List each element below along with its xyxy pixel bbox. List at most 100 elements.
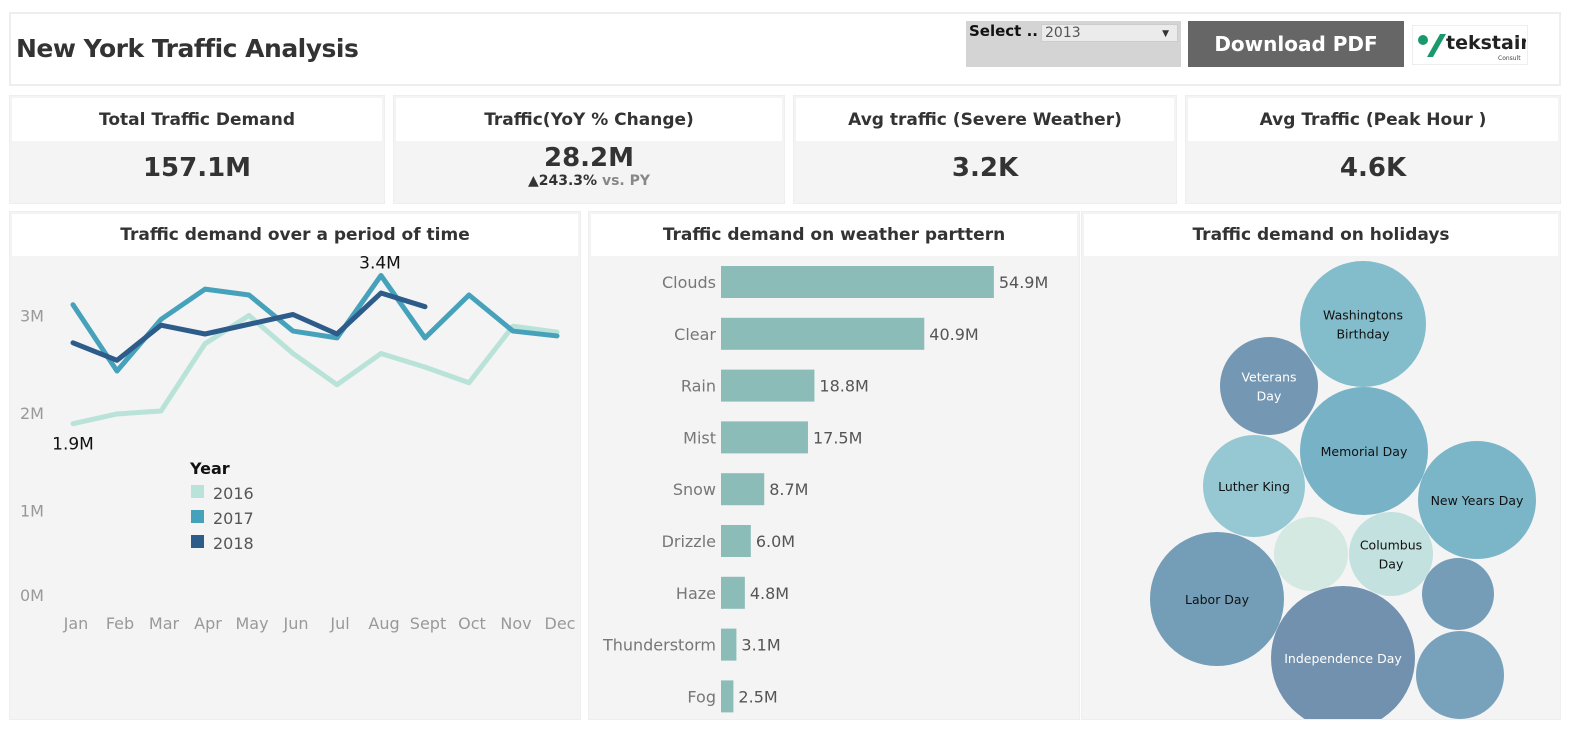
bar-drizzle <box>721 525 751 557</box>
category-label: Drizzle <box>662 532 716 551</box>
x-tick-label: Sept <box>410 614 446 633</box>
x-tick-label: May <box>235 614 268 633</box>
kpi-peak-hour: Avg Traffic (Peak Hour ) 4.6K <box>1185 95 1561 204</box>
bubble-columbus-day <box>1349 512 1433 596</box>
bubble-chart-panel: Traffic demand on holidays Washingtons Bi… <box>1081 211 1561 720</box>
category-label: Thunderstorm <box>602 636 716 655</box>
bar-mist <box>721 421 808 454</box>
bar-snow <box>721 473 765 506</box>
bubble-label: Day <box>1257 389 1282 404</box>
kpi-change-value: ▲243.3% <box>527 173 598 189</box>
line-chart: 0M 1M 2M 3M Jan Feb Mar Apr May Jun Jul Aug Sept Oct N… <box>20 254 576 634</box>
line-chart-panel: Traffic demand over a period of time 0M 1… <box>9 211 581 720</box>
download-pdf-button[interactable]: Download PDF <box>1188 21 1404 67</box>
bubble-label: New Years Day <box>1431 493 1524 508</box>
x-tick-label: Jun <box>283 614 309 633</box>
bar-chart: Clouds 54.9M Clear 40.9M Rain 18.8M Mist 17.5M S… <box>602 266 1048 713</box>
kpi-value: 4.6K <box>1339 153 1407 183</box>
bubble-labor-day <box>1150 532 1284 666</box>
y-tick-label: 0M <box>20 586 44 605</box>
legend-label: 2016 <box>213 484 254 503</box>
x-tick-label: Aug <box>368 614 399 633</box>
y-tick-label: 1M <box>20 502 44 521</box>
year-select[interactable]: 2013 ▼ <box>1041 24 1178 42</box>
data-label: 6.0M <box>756 532 795 551</box>
chart-title: Traffic demand over a period of time <box>12 214 578 256</box>
bubble-washingtons-birthday <box>1300 261 1426 387</box>
legend-swatch <box>191 535 204 548</box>
kpi-severe-weather: Avg traffic (Severe Weather) 3.2K <box>793 95 1177 204</box>
kpi-label: Avg traffic (Severe Weather) <box>796 98 1174 141</box>
bar-chart-panel: Traffic demand on weather parttern Cloud… <box>588 211 1080 720</box>
bubble-label: Birthday <box>1336 327 1390 342</box>
bubble-label: Labor Day <box>1185 592 1250 607</box>
bubble-unlabeled <box>1416 631 1504 719</box>
data-label: 54.9M <box>999 273 1048 292</box>
bubble-label: Luther King <box>1218 479 1290 494</box>
bar-rain <box>721 369 815 402</box>
legend-label: 2017 <box>213 509 254 528</box>
bubble-memorial-day <box>1300 387 1428 515</box>
kpi-value: 157.1M <box>142 153 252 183</box>
data-label: 3.1M <box>741 636 780 655</box>
kpi-label: Total Traffic Demand <box>12 98 382 141</box>
bubble-label: Veterans <box>1241 370 1296 385</box>
tekstain-logo-icon: tekstain Consult <box>1418 32 1526 62</box>
bubble-unlabeled <box>1274 517 1348 591</box>
kpi-value: 28.2M <box>543 143 635 173</box>
bubble-unlabeled <box>1422 558 1494 630</box>
kpi-label: Avg Traffic (Peak Hour ) <box>1188 98 1558 141</box>
bubble-veterans-day <box>1220 337 1318 435</box>
bubble-luther-king <box>1203 435 1305 537</box>
x-tick-label: Apr <box>194 614 222 633</box>
data-label: 4.8M <box>750 584 789 603</box>
page-title: New York Traffic Analysis <box>16 34 359 63</box>
chart-title: Traffic demand on holidays <box>1084 214 1558 256</box>
bubble-independence-day <box>1271 586 1415 719</box>
category-label: Snow <box>673 480 716 499</box>
x-tick-label: Oct <box>458 614 486 633</box>
logo: tekstain Consult <box>1412 25 1528 65</box>
data-label: 40.9M <box>929 325 978 344</box>
data-label: 3.4M <box>359 254 401 274</box>
category-label: Haze <box>676 584 716 603</box>
legend-title: Year <box>189 459 230 478</box>
category-label: Clear <box>674 325 716 344</box>
bar-clouds <box>721 266 994 298</box>
kpi-total-traffic: Total Traffic Demand 157.1M <box>9 95 385 204</box>
category-label: Clouds <box>662 273 716 292</box>
y-tick-label: 3M <box>20 307 44 326</box>
bubble-label: Day <box>1379 557 1404 572</box>
series-line-2016 <box>70 312 560 427</box>
bubble-new-years-day <box>1418 441 1536 559</box>
svg-text:Consult: Consult <box>1498 55 1521 62</box>
kpi-value: 3.2K <box>951 153 1019 183</box>
legend-swatch <box>191 510 204 523</box>
svg-text:tekstain: tekstain <box>1446 32 1526 54</box>
chevron-down-icon: ▼ <box>1162 29 1169 39</box>
x-tick-label: Jul <box>329 614 349 633</box>
kpi-change: ▲243.3% vs. PY <box>394 173 784 189</box>
bubble-label: Memorial Day <box>1321 444 1408 459</box>
x-tick-label: Jan <box>63 614 89 633</box>
bubble-label: Columbus <box>1360 538 1422 553</box>
legend-swatch <box>191 485 204 498</box>
kpi-change-suffix: vs. PY <box>601 173 650 189</box>
y-tick-label: 2M <box>20 404 44 423</box>
data-label: 18.8M <box>819 377 868 396</box>
kpi-label: Traffic(YoY % Change) <box>396 98 782 141</box>
bar-clear <box>721 317 925 350</box>
x-tick-label: Mar <box>149 614 180 633</box>
category-label: Fog <box>687 687 716 706</box>
legend-label: 2018 <box>213 534 254 553</box>
year-filter-label: Select .. <box>969 22 1038 40</box>
bar-fog <box>721 680 734 713</box>
series-line-2018 <box>70 290 428 363</box>
bubble-label: Washingtons <box>1323 308 1403 323</box>
x-tick-label: Dec <box>545 614 576 633</box>
data-label: 8.7M <box>769 480 808 499</box>
x-tick-label: Feb <box>106 614 134 633</box>
category-label: Mist <box>683 428 716 447</box>
year-select-value: 2013 <box>1045 25 1081 41</box>
bar-haze <box>721 576 745 609</box>
